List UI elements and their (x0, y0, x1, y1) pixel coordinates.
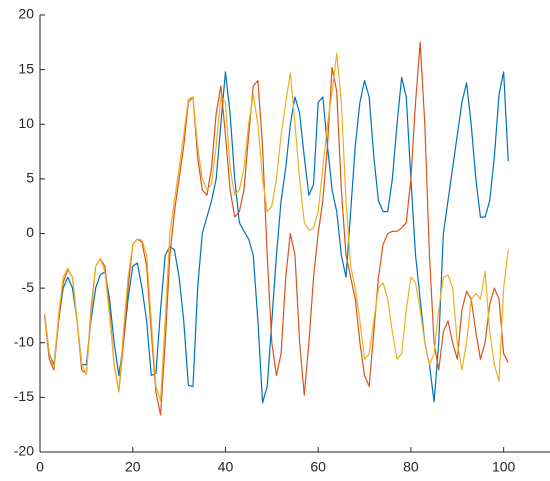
x-tick-label: 100 (492, 459, 516, 475)
line-series (44, 71, 509, 404)
x-tick-label: 60 (310, 459, 326, 475)
line-series (44, 52, 509, 402)
x-tick-label: 80 (403, 459, 419, 475)
y-tick-label: -20 (14, 443, 34, 459)
y-tick-label: -5 (22, 279, 35, 295)
y-tick-label: 0 (26, 224, 34, 240)
y-tick-label: -15 (14, 388, 34, 404)
y-tick-label: -10 (14, 333, 34, 349)
y-tick-label: 15 (18, 60, 34, 76)
y-tick-label: 20 (18, 6, 34, 22)
x-tick-label: 40 (218, 459, 234, 475)
y-tick-label: 10 (18, 115, 34, 131)
y-tick-label: 5 (26, 170, 34, 186)
x-tick-label: 20 (125, 459, 141, 475)
x-tick-label: 0 (36, 459, 44, 475)
